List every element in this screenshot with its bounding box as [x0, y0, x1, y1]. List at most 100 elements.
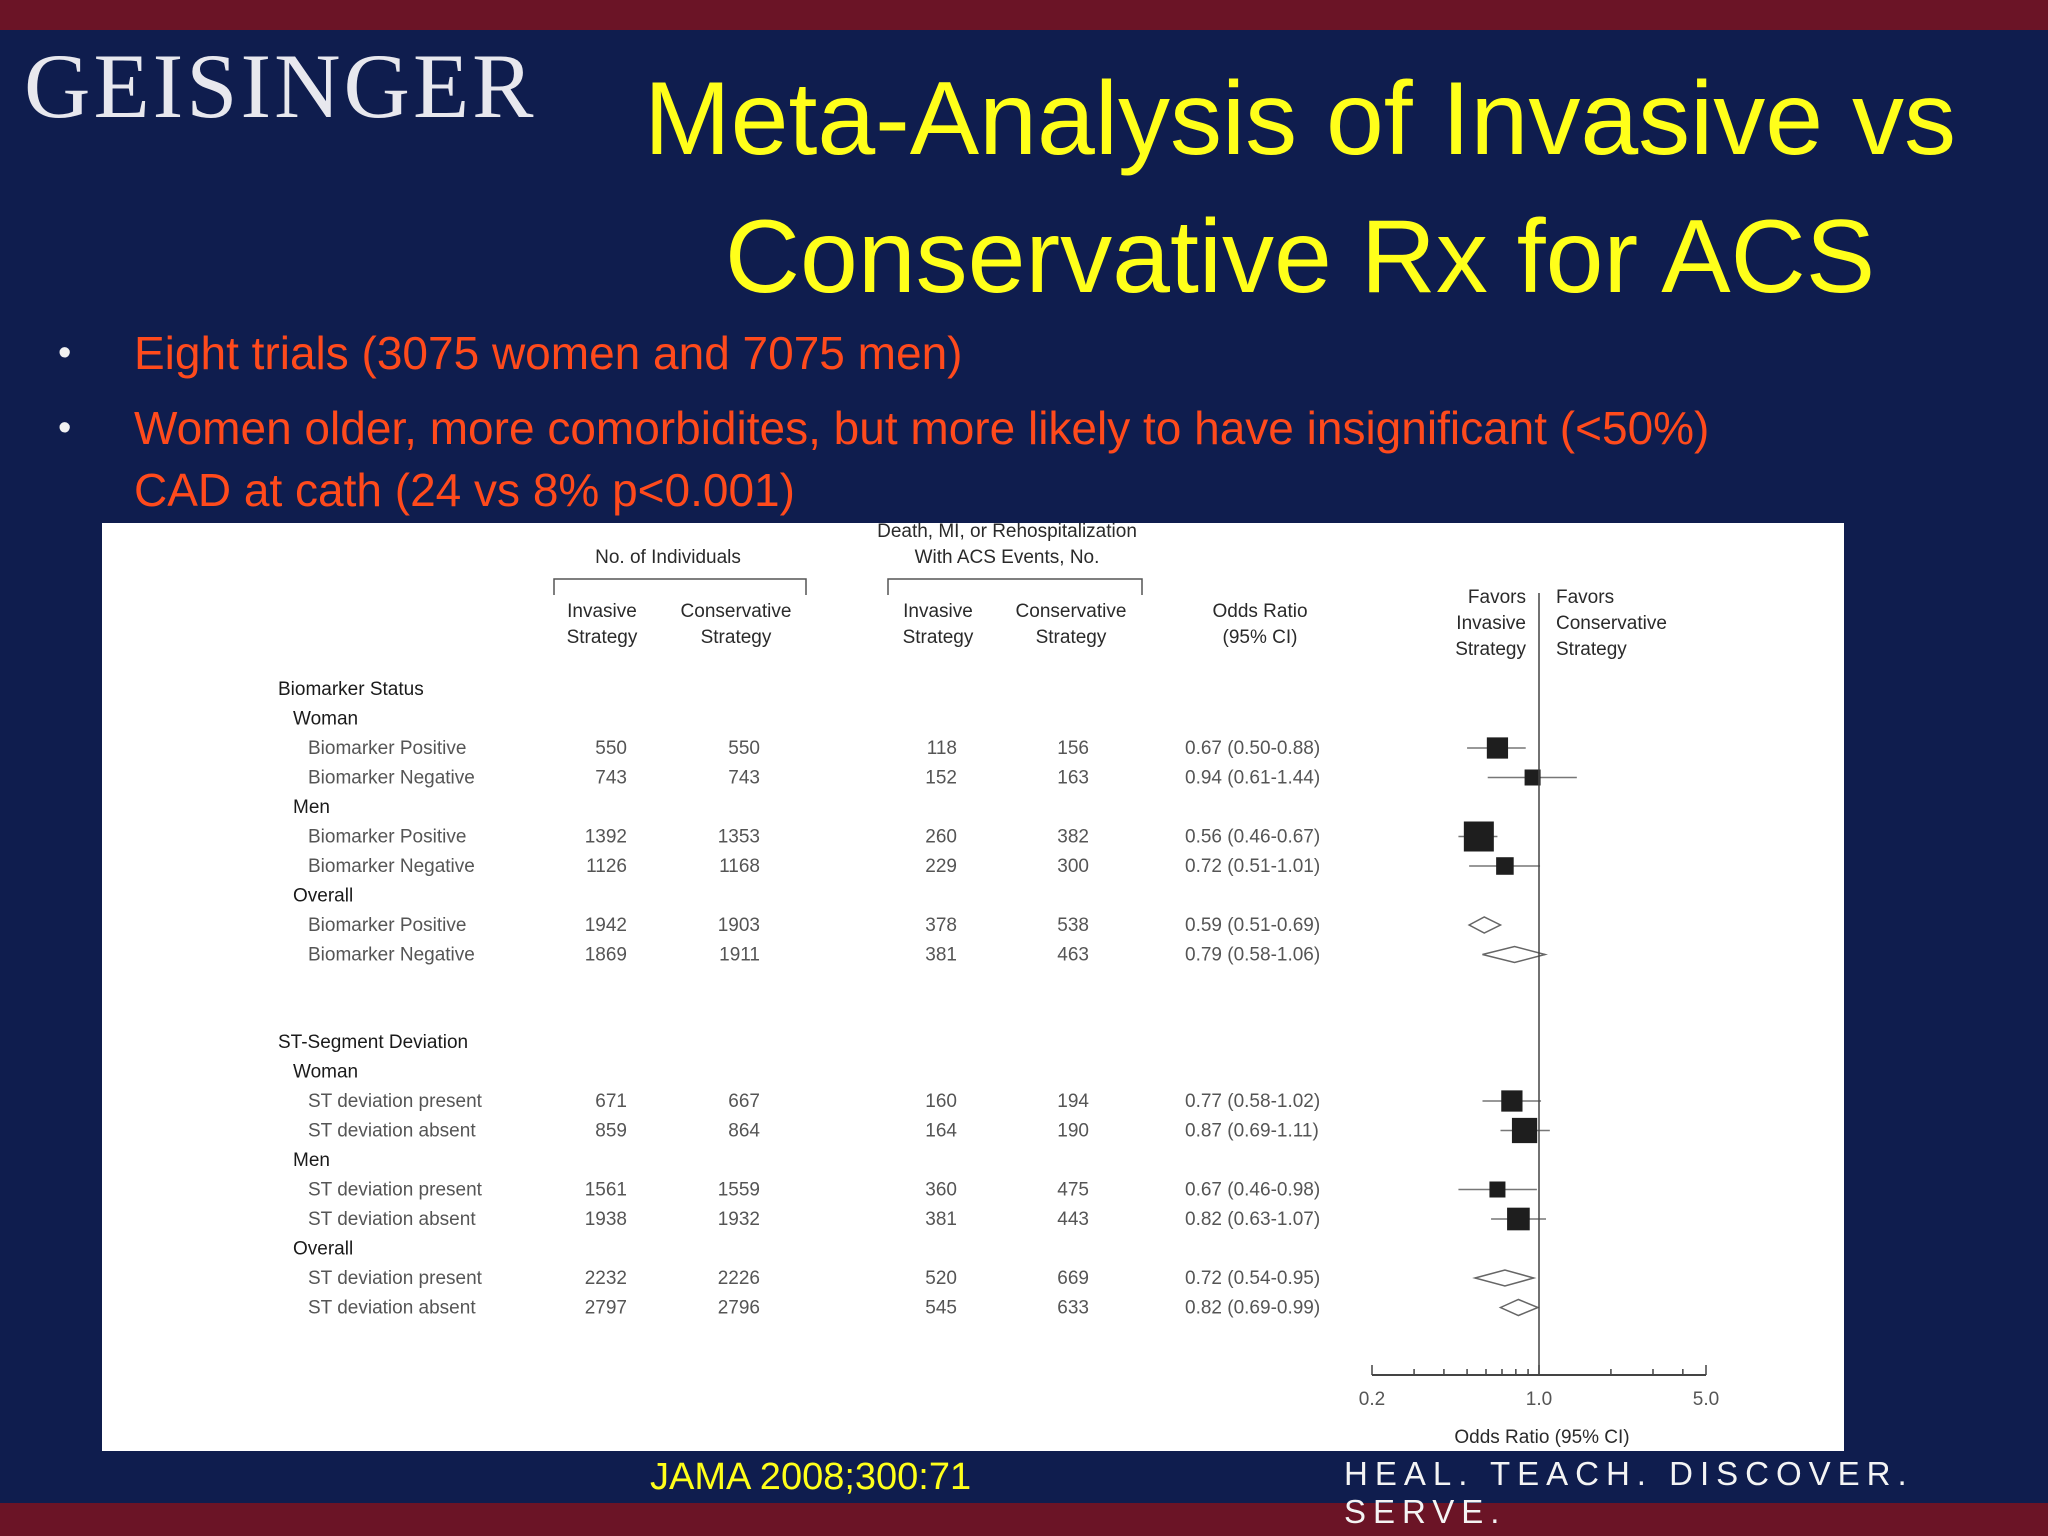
row-label: Biomarker Positive: [308, 738, 466, 759]
n-invasive: 1942: [585, 915, 627, 936]
events-conservative: 538: [1057, 915, 1089, 936]
favors-right-1: Favors: [1556, 587, 1614, 608]
bullet-text-line-2: CAD at cath (24 vs 8% p<0.001): [134, 464, 795, 516]
odds-ratio-text: 0.56 (0.46-0.67): [1185, 827, 1320, 848]
events-invasive: 381: [925, 1209, 957, 1230]
title-line-1: Meta-Analysis of Invasive vs: [643, 61, 1957, 177]
bullet-dot-icon: •: [58, 332, 72, 374]
header-ev-conservative-1: Conservative: [1016, 601, 1127, 622]
header-or-2: (95% CI): [1223, 627, 1298, 648]
bullet-dot-icon: •: [58, 407, 72, 449]
events-conservative: 669: [1057, 1268, 1089, 1289]
row-label: Biomarker Negative: [308, 945, 475, 966]
header-ev-conservative-2: Strategy: [1036, 627, 1107, 648]
events-conservative: 475: [1057, 1180, 1089, 1201]
n-conservative: 1559: [718, 1180, 760, 1201]
odds-ratio-marker: [1496, 857, 1514, 875]
n-invasive: 671: [595, 1091, 627, 1112]
row-label: ST deviation present: [308, 1091, 483, 1112]
odds-ratio-marker: [1486, 737, 1509, 759]
favors-right-3: Strategy: [1556, 639, 1627, 660]
group-label: Woman: [293, 709, 358, 730]
header-events-line-2: With ACS Events, No.: [915, 547, 1100, 568]
odds-ratio-text: 0.82 (0.63-1.07): [1185, 1209, 1320, 1230]
odds-ratio-text: 0.72 (0.54-0.95): [1185, 1268, 1320, 1289]
n-conservative: 1353: [718, 827, 760, 848]
events-invasive: 118: [927, 738, 957, 759]
favors-left-2: Invasive: [1456, 613, 1526, 634]
events-invasive: 260: [925, 827, 957, 848]
row-label: ST deviation present: [308, 1268, 483, 1289]
events-invasive: 378: [925, 915, 957, 936]
group-label: Woman: [293, 1062, 358, 1083]
n-invasive: 550: [595, 738, 627, 759]
odds-ratio-marker: [1524, 769, 1541, 786]
events-conservative: 633: [1057, 1298, 1089, 1319]
bullet-text: Eight trials (3075 women and 7075 men): [134, 327, 963, 379]
header-ev-invasive-1: Invasive: [903, 601, 973, 622]
x-tick-label: 5.0: [1693, 1389, 1719, 1410]
odds-ratio-text: 0.94 (0.61-1.44): [1185, 768, 1320, 789]
header-ind-conservative-1: Conservative: [681, 601, 792, 622]
n-invasive: 859: [595, 1121, 627, 1142]
odds-ratio-marker: [1501, 1090, 1523, 1112]
x-axis-label: Odds Ratio (95% CI): [1454, 1427, 1629, 1448]
events-invasive: 360: [925, 1180, 957, 1201]
events-conservative: 463: [1057, 945, 1089, 966]
odds-ratio-text: 0.82 (0.69-0.99): [1185, 1298, 1320, 1319]
title-line-2: Conservative Rx for ACS: [724, 199, 1876, 315]
bottom-band: [0, 1503, 2048, 1536]
odds-ratio-text: 0.59 (0.51-0.69): [1185, 915, 1320, 936]
row-label: ST deviation absent: [308, 1121, 476, 1142]
favors-left-1: Favors: [1468, 587, 1526, 608]
n-conservative: 1168: [719, 856, 760, 877]
row-label: ST deviation absent: [308, 1298, 476, 1319]
events-invasive: 381: [925, 945, 957, 966]
n-invasive: 743: [595, 768, 627, 789]
group-label: Overall: [293, 886, 353, 907]
row-label: Biomarker Negative: [308, 768, 475, 789]
citation: JAMA 2008;300:71: [650, 1456, 972, 1498]
pooled-diamond: [1498, 1298, 1540, 1317]
odds-ratio-marker: [1511, 1117, 1538, 1144]
events-invasive: 229: [925, 856, 957, 877]
odds-ratio-text: 0.79 (0.58-1.06): [1185, 945, 1320, 966]
events-invasive: 520: [925, 1268, 957, 1289]
n-conservative: 1911: [719, 945, 760, 966]
bracket-events: [887, 578, 1143, 595]
favors-right-2: Conservative: [1556, 613, 1667, 634]
n-conservative: 2226: [718, 1268, 760, 1289]
group-label: Overall: [293, 1239, 353, 1260]
events-conservative: 156: [1057, 738, 1089, 759]
n-invasive: 2797: [585, 1298, 627, 1319]
pooled-diamond: [1472, 1269, 1537, 1287]
header-ind-invasive-1: Invasive: [567, 601, 637, 622]
n-conservative: 1932: [718, 1209, 760, 1230]
top-band: [0, 0, 2048, 30]
bracket-individuals: [553, 578, 807, 595]
n-invasive: 1126: [586, 856, 627, 877]
n-invasive: 1938: [585, 1209, 627, 1230]
row-label: Biomarker Negative: [308, 856, 475, 877]
geisinger-logo: GEISINGER: [24, 35, 537, 137]
events-invasive: 164: [925, 1121, 957, 1142]
events-conservative: 163: [1057, 768, 1089, 789]
odds-ratio-text: 0.87 (0.69-1.11): [1185, 1121, 1319, 1142]
header-ind-invasive-2: Strategy: [567, 627, 638, 648]
events-invasive: 545: [925, 1298, 957, 1319]
row-label: ST deviation absent: [308, 1209, 476, 1230]
n-conservative: 550: [728, 738, 760, 759]
odds-ratio-text: 0.67 (0.46-0.98): [1185, 1180, 1320, 1201]
x-tick-label: 0.2: [1359, 1389, 1385, 1410]
events-invasive: 152: [925, 768, 957, 789]
header-individuals: No. of Individuals: [595, 547, 741, 568]
row-label: Biomarker Positive: [308, 827, 466, 848]
slide-title: Meta-Analysis of Invasive vs Conservativ…: [560, 50, 2040, 326]
events-conservative: 443: [1057, 1209, 1089, 1230]
bullet-text: Women older, more comorbidites, but more…: [134, 397, 1994, 521]
section-label: ST-Segment Deviation: [278, 1032, 468, 1053]
header-ev-invasive-2: Strategy: [903, 627, 974, 648]
events-conservative: 194: [1057, 1091, 1089, 1112]
favors-left-3: Strategy: [1455, 639, 1526, 660]
section-label: Biomarker Status: [278, 679, 424, 700]
